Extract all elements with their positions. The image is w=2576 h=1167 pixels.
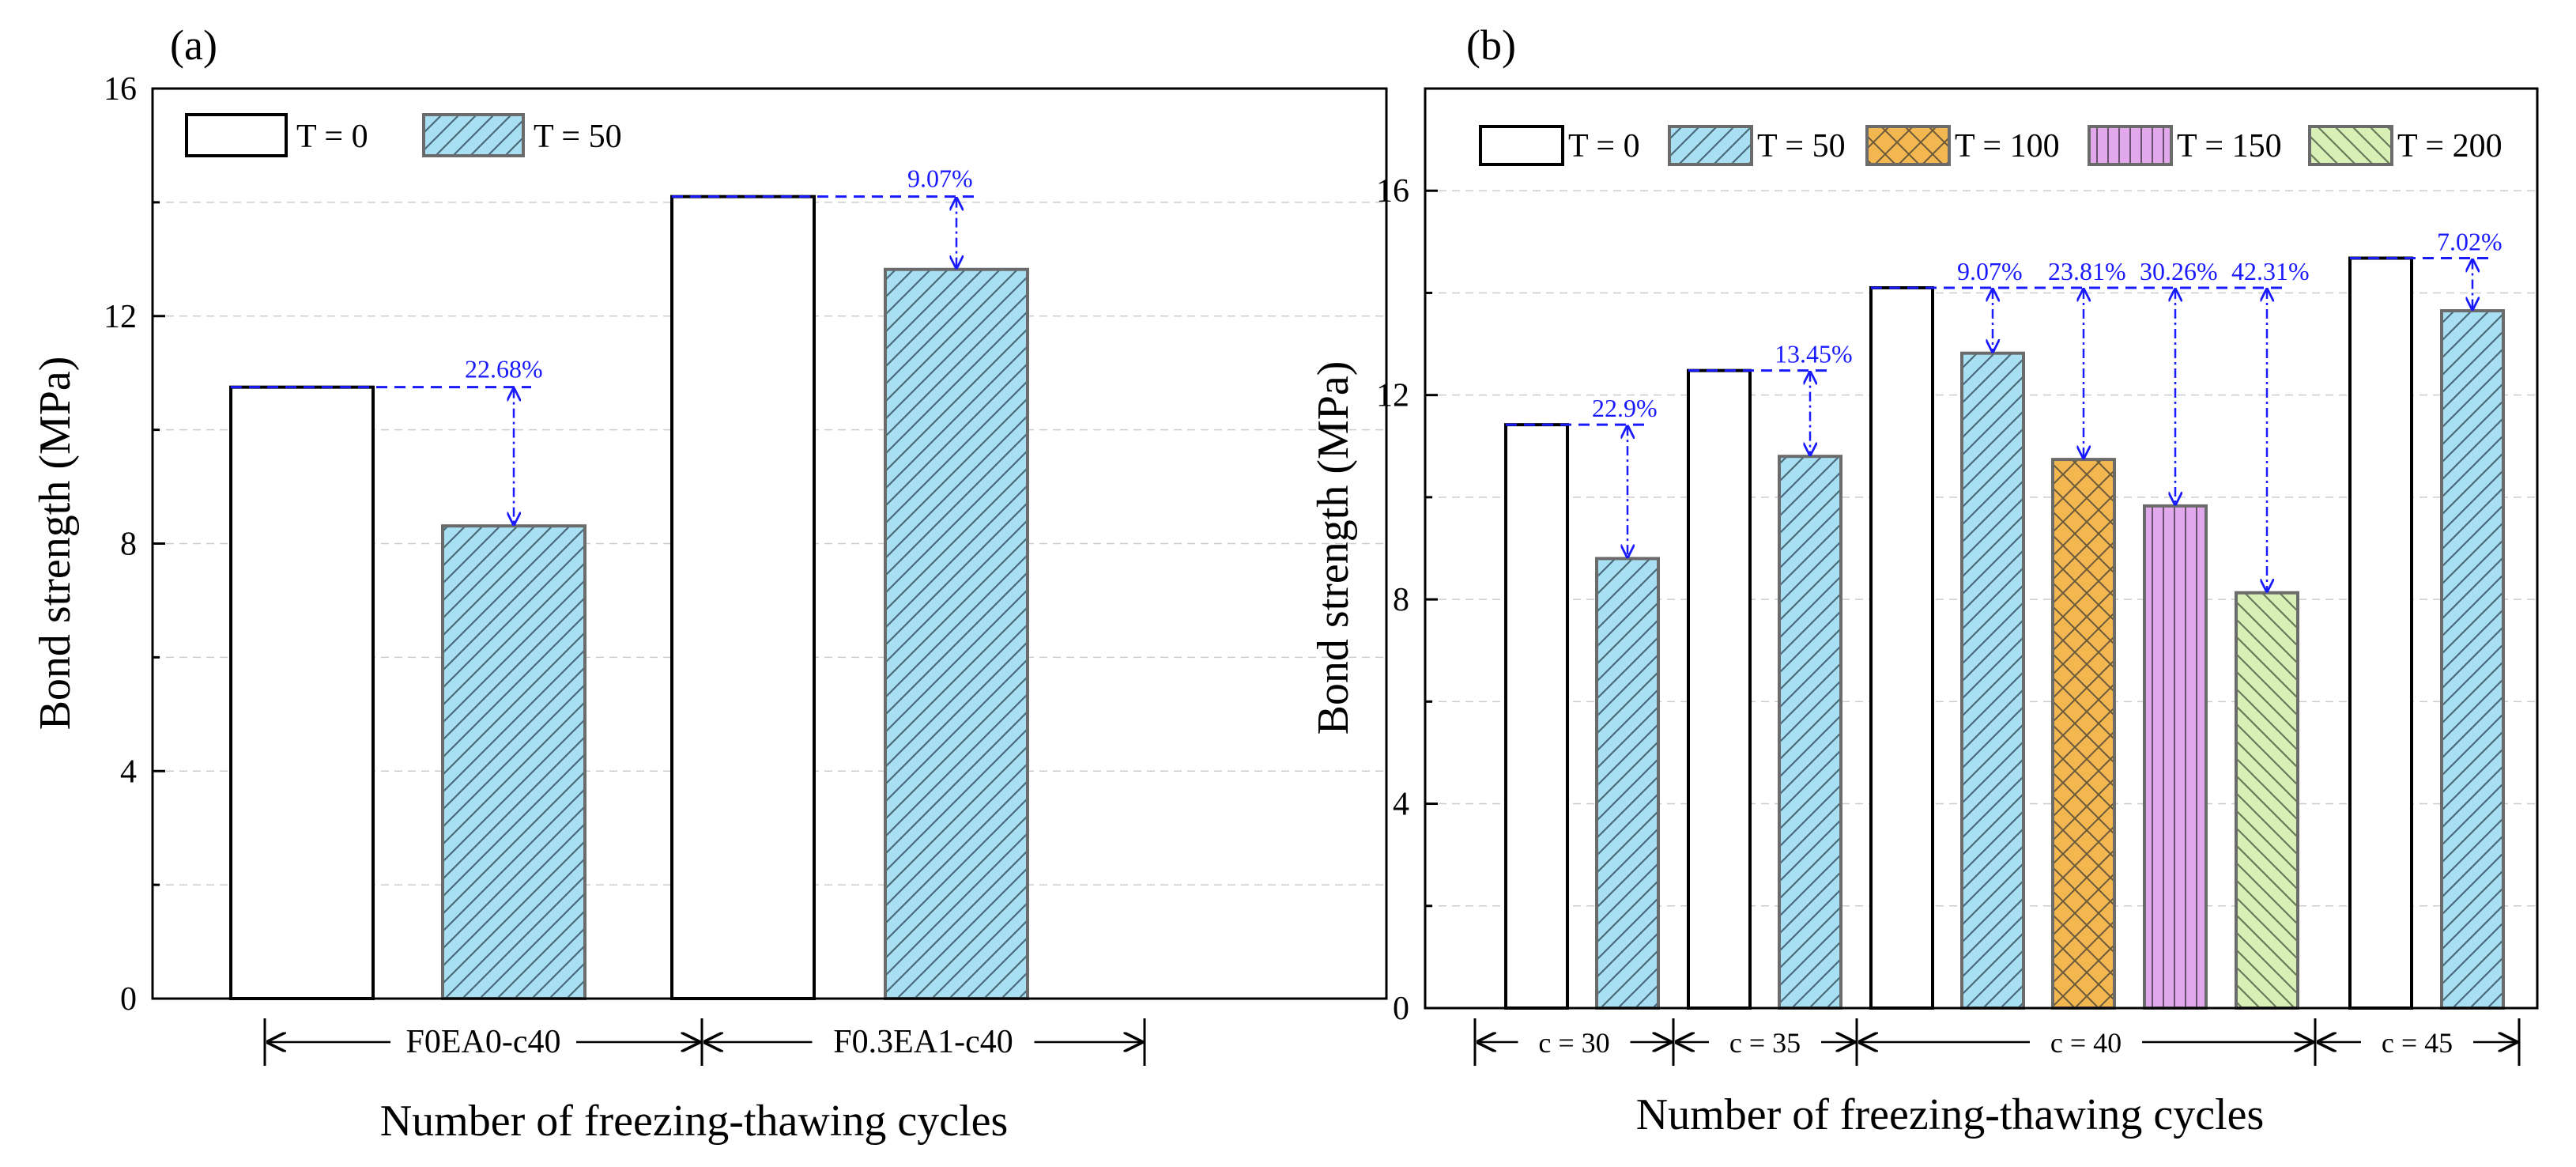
legend-swatch-t0 [1479, 125, 1564, 166]
panel-b-group-brackets: c = 30 c = 35 c = 40 c = 45 [1473, 1018, 2521, 1066]
group-label-c-45: c = 45 [2382, 1027, 2453, 1059]
bar-c-45-t-50 [2440, 309, 2505, 1010]
panel-a-y-axis: 0 4 8 12 16 [104, 71, 165, 1018]
y-tick-label: 4 [120, 753, 137, 790]
panel-a-group-brackets: F0EA0-c40 F0.3EA1-c40 [263, 1018, 1146, 1066]
group-label-c-40: c = 40 [2050, 1027, 2122, 1059]
legend-label-t100: T = 100 [1955, 128, 2060, 164]
panel-b: (b) 22.9% 13.45% 9.07% 23.81% 30.26% 42.31% 7.… [1309, 21, 2539, 1139]
panel-a-annotations: 22.68% 9.07% [231, 164, 974, 525]
y-tick-label: 4 [1393, 787, 1409, 823]
bar-c-40-t-200 [2235, 591, 2299, 1010]
y-tick-label: 0 [1393, 991, 1409, 1027]
panel-a: (a) 22.68% 9.07% 0 4 8 12 16 Bond strength (M… [31, 21, 1388, 1146]
reduction-label: 23.81% [2048, 257, 2126, 285]
panel-a-legend: T = 0 T = 50 [185, 113, 622, 157]
group-label-c-30: c = 30 [1538, 1027, 1609, 1059]
reduction-label: 42.31% [2231, 257, 2310, 285]
panel-b-legend: T = 0 T = 50 T = 100 T = 150 T = 200 [1479, 125, 2502, 166]
legend-label-t200: T = 200 [2397, 128, 2502, 164]
bar-c-35-t-0 [1687, 368, 1752, 1010]
bar-c-40-t-150 [2143, 504, 2208, 1010]
group-label-f0ea0-c40: F0EA0-c40 [406, 1024, 561, 1060]
panel-b-annotations: 22.9% 13.45% 9.07% 23.81% 30.26% 42.31% 7.02% [1506, 228, 2502, 591]
reduction-label: 9.07% [907, 164, 973, 193]
panel-b-y-axis-title: Bond strength (MPa) [1309, 361, 1358, 735]
reduction-label: 13.45% [1775, 340, 1853, 368]
legend-swatch-t150 [2088, 125, 2173, 166]
bar-f0ea0-c40-t-50 [441, 524, 586, 1000]
reduction-label: 30.26% [2140, 257, 2218, 285]
panel-a-x-axis-title: Number of freezing-thawing cycles [380, 1097, 1009, 1146]
legend-label-t50: T = 50 [1757, 128, 1846, 164]
bar-c-30-t-0 [1504, 423, 1569, 1010]
panel-b-frame [1424, 87, 2539, 1010]
y-tick-label: 8 [120, 527, 137, 563]
bar-c-40-t-100 [2051, 458, 2116, 1010]
y-tick-label: 12 [104, 299, 137, 335]
group-label-c-35: c = 35 [1729, 1027, 1801, 1059]
bar-f0-3ea1-c40-t-0 [670, 194, 816, 1000]
bar-c-40-t-50 [1960, 351, 2025, 1010]
legend-swatch-t200 [2308, 125, 2393, 166]
y-tick-label: 8 [1393, 582, 1409, 618]
reduction-label: 22.68% [465, 355, 543, 383]
panel-b-label: (b) [1466, 21, 1516, 69]
reduction-label: 7.02% [2437, 228, 2502, 256]
bar-c-30-t-50 [1595, 557, 1660, 1010]
panel-b-y-axis: 0 4 8 12 16 [1376, 87, 1438, 1027]
reduction-label: 22.9% [1592, 394, 1658, 422]
panel-a-bars [229, 194, 1029, 1001]
legend-swatch-t50 [422, 113, 525, 157]
panel-b-bars [1504, 256, 2505, 1010]
bar-c-45-t-0 [2348, 256, 2413, 1010]
panel-a-label: (a) [170, 21, 217, 69]
y-tick-label: 0 [120, 981, 137, 1018]
y-tick-label: 16 [104, 71, 137, 108]
bar-c-35-t-50 [1778, 455, 1842, 1010]
legend-swatch-t100 [1865, 125, 1951, 166]
legend-label-t150: T = 150 [2177, 128, 2282, 164]
y-tick-label: 12 [1376, 378, 1409, 414]
legend-label-t50: T = 50 [534, 119, 622, 155]
group-label-f0-3ea1-c40: F0.3EA1-c40 [833, 1024, 1013, 1060]
legend-label-t0: T = 0 [1568, 128, 1640, 164]
legend-swatch-t50 [1668, 125, 1753, 166]
reduction-label: 9.07% [1957, 257, 2023, 285]
legend-label-t0: T = 0 [296, 119, 368, 155]
bar-f0-3ea1-c40-t-50 [884, 267, 1029, 1001]
panel-b-x-axis-title: Number of freezing-thawing cycles [1636, 1090, 2265, 1139]
y-tick-label: 16 [1376, 173, 1409, 210]
legend-swatch-t0 [185, 113, 288, 157]
bar-c-40-t-0 [1869, 285, 1934, 1010]
bar-f0ea0-c40-t-0 [229, 385, 375, 1000]
panel-a-y-axis-title: Bond strength (MPa) [31, 357, 80, 731]
